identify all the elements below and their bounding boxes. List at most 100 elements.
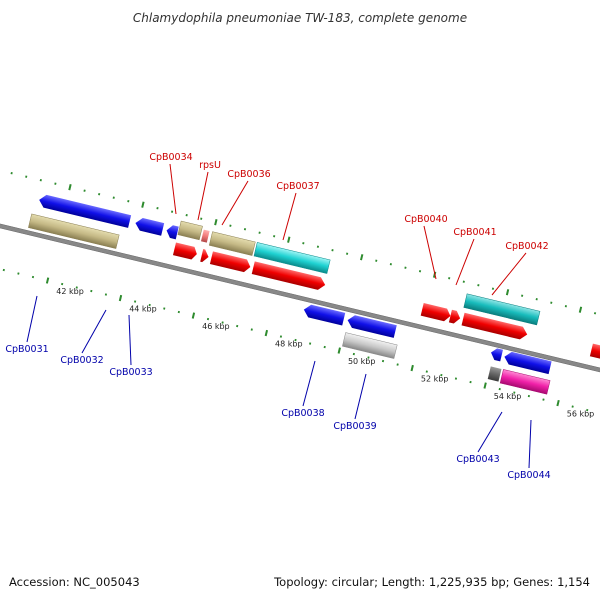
major-tick	[214, 219, 218, 226]
minor-tick	[163, 307, 166, 310]
gene-arrow-forward[interactable]	[172, 242, 198, 260]
minor-tick	[177, 310, 180, 314]
major-tick	[264, 329, 269, 337]
gene-cpb0039-block[interactable]	[342, 332, 398, 359]
gene-label[interactable]: CpB0034	[149, 152, 192, 163]
gene-cpb0043-block[interactable]	[487, 366, 502, 382]
forward-tick-track	[10, 171, 597, 315]
gene-arrow-forward[interactable]	[251, 261, 327, 291]
major-tick	[505, 289, 510, 296]
gene-label[interactable]: CpB0042	[505, 241, 548, 252]
gene-arrow-reverse[interactable]	[489, 347, 503, 362]
gene-cpb0031-block[interactable]	[28, 213, 120, 249]
major-tick	[360, 254, 364, 261]
minor-tick	[31, 275, 35, 279]
minor-tick	[2, 268, 5, 272]
gene-arrow-forward[interactable]	[448, 309, 462, 325]
minor-tick	[250, 328, 253, 331]
minor-tick	[498, 387, 501, 391]
kbp-markers: 42 kbp 44 kbp 46 kbp 48 kbp 50 kbp 52 kb…	[56, 287, 594, 419]
minor-tick	[83, 189, 86, 192]
minor-tick	[448, 277, 451, 280]
minor-tick	[98, 193, 101, 196]
minor-tick	[491, 287, 495, 290]
minor-tick	[200, 217, 203, 220]
minor-tick	[39, 179, 42, 182]
genome-strip: 42 kbp 44 kbp 46 kbp 48 kbp 50 kbp 52 kb…	[0, 171, 600, 419]
gene-arrow-reverse[interactable]	[346, 314, 397, 338]
gene-label[interactable]: CpB0044	[507, 470, 550, 481]
minor-tick	[425, 370, 428, 373]
gene-arrow-reverse[interactable]	[38, 194, 132, 228]
gene-label[interactable]: CpB0036	[227, 169, 270, 180]
minor-tick	[61, 282, 64, 286]
minor-tick	[185, 214, 188, 217]
major-tick	[410, 364, 414, 372]
minor-tick	[309, 342, 312, 345]
minor-tick	[148, 303, 151, 307]
gene-arrow-forward[interactable]	[209, 251, 252, 273]
gene-label[interactable]: CpB0037	[276, 181, 319, 192]
minor-tick	[389, 263, 392, 266]
minor-tick	[571, 405, 574, 408]
minor-tick	[302, 242, 305, 245]
major-tick	[68, 184, 72, 191]
minor-tick	[243, 228, 247, 231]
reverse-tick-track	[2, 268, 589, 412]
gene-label[interactable]: CpB0031	[5, 344, 48, 355]
gene-arrow-reverse[interactable]	[165, 224, 179, 240]
kbp-marker-label: 50 kbp	[348, 357, 376, 366]
gene-label[interactable]: CpB0040	[404, 214, 447, 225]
gene-arrow-forward[interactable]	[589, 343, 600, 365]
genome-backbone	[0, 202, 600, 394]
major-tick	[141, 201, 145, 208]
minor-tick	[25, 175, 28, 178]
gene-label[interactable]: rpsU	[199, 160, 221, 171]
gene-cpb0041-block[interactable]	[463, 293, 541, 326]
gene-arrow-reverse[interactable]	[302, 303, 346, 326]
gene-label[interactable]: CpB0033	[109, 367, 152, 378]
minor-tick	[586, 408, 589, 412]
reverse-leader-lines	[26, 295, 532, 469]
gene-arrow-reverse[interactable]	[134, 217, 165, 236]
major-tick	[578, 306, 583, 313]
minor-tick	[454, 377, 458, 380]
gene-label[interactable]: CpB0039	[333, 421, 376, 432]
major-tick	[118, 294, 123, 302]
minor-tick	[418, 270, 422, 273]
gene-rpsu-block[interactable]	[200, 229, 210, 243]
gene-label[interactable]: CpB0043	[456, 454, 499, 465]
gene-cpb0036-block[interactable]	[208, 231, 256, 256]
gene-label[interactable]: CpB0041	[453, 227, 496, 238]
gene-arrow-forward[interactable]	[200, 249, 210, 263]
minor-tick	[273, 235, 276, 238]
gene-arrow-reverse[interactable]	[503, 350, 552, 375]
minor-tick	[477, 284, 480, 287]
minor-tick	[367, 356, 370, 359]
accession-text: Accession: NC_005043	[9, 575, 140, 589]
gene-arrow-forward[interactable]	[461, 312, 529, 341]
minor-tick	[170, 210, 174, 213]
gene-cpb0034-block[interactable]	[177, 220, 203, 241]
minor-tick	[404, 266, 407, 269]
map-title: Chlamydophila pneumoniae TW-183, complet…	[133, 11, 467, 25]
minor-tick	[535, 298, 538, 301]
gene-cpb0037-block[interactable]	[253, 242, 331, 274]
major-tick	[556, 399, 560, 407]
gene-label[interactable]: CpB0038	[281, 408, 324, 419]
gene-cpb0044-block[interactable]	[499, 369, 551, 395]
minor-tick	[521, 294, 524, 297]
minor-tick	[331, 249, 334, 252]
minor-tick	[156, 207, 159, 210]
major-tick	[483, 382, 487, 389]
gene-label[interactable]: CpB0032	[60, 355, 103, 366]
minor-tick	[469, 380, 472, 384]
minor-tick	[54, 182, 57, 185]
kbp-marker-label: 54 kbp	[494, 392, 522, 401]
major-tick	[191, 312, 196, 319]
minor-tick	[352, 352, 355, 356]
minor-tick	[127, 200, 130, 203]
gene-arrow-forward[interactable]	[420, 302, 452, 322]
minor-tick	[323, 345, 326, 349]
major-tick	[337, 347, 341, 354]
